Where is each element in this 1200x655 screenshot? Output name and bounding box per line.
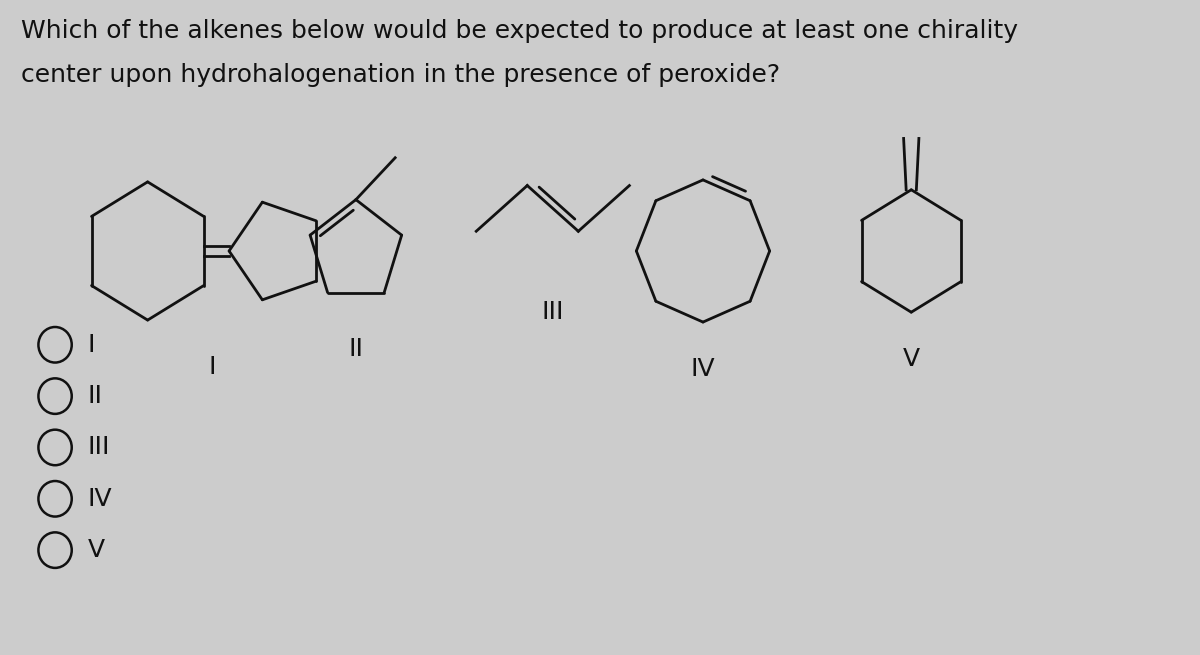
Text: III: III: [541, 301, 564, 324]
Text: II: II: [88, 384, 102, 408]
Text: IV: IV: [691, 356, 715, 381]
Text: III: III: [88, 436, 110, 459]
Text: center upon hydrohalogenation in the presence of peroxide?: center upon hydrohalogenation in the pre…: [20, 64, 780, 87]
Text: II: II: [348, 337, 364, 361]
Text: I: I: [209, 354, 216, 379]
Text: V: V: [88, 538, 104, 562]
Text: V: V: [902, 346, 920, 371]
Text: IV: IV: [88, 487, 112, 511]
Text: I: I: [88, 333, 95, 357]
Text: Which of the alkenes below would be expected to produce at least one chirality: Which of the alkenes below would be expe…: [20, 19, 1018, 43]
